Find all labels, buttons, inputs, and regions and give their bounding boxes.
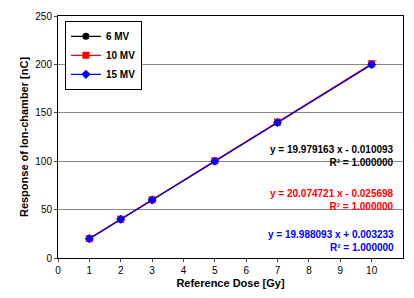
svg-text:y = 20.074721 x - 0.025698R² =: y = 20.074721 x - 0.025698R² = 1.000000 — [270, 188, 394, 212]
svg-text:7: 7 — [275, 265, 281, 276]
svg-text:10: 10 — [366, 265, 378, 276]
svg-text:2: 2 — [118, 265, 124, 276]
svg-text:9: 9 — [337, 265, 343, 276]
svg-text:15 MV: 15 MV — [106, 69, 135, 80]
svg-text:0: 0 — [46, 253, 52, 264]
svg-text:8: 8 — [306, 265, 312, 276]
svg-text:Response of Ion-chamber [nC]: Response of Ion-chamber [nC] — [18, 57, 30, 217]
svg-text:250: 250 — [35, 11, 52, 22]
svg-text:1: 1 — [87, 265, 93, 276]
svg-text:5: 5 — [212, 265, 218, 276]
svg-text:y = 19.988093 x + 0.003233R² =: y = 19.988093 x + 0.003233R² = 1.000000 — [268, 229, 394, 253]
svg-text:4: 4 — [181, 265, 187, 276]
svg-text:100: 100 — [35, 156, 52, 167]
svg-text:Reference Dose [Gy]: Reference Dose [Gy] — [176, 277, 285, 289]
svg-text:150: 150 — [35, 107, 52, 118]
svg-text:6 MV: 6 MV — [106, 31, 130, 42]
svg-text:6: 6 — [243, 265, 249, 276]
svg-text:200: 200 — [35, 59, 52, 70]
svg-text:0: 0 — [55, 265, 61, 276]
svg-text:10 MV: 10 MV — [106, 50, 135, 61]
svg-text:3: 3 — [149, 265, 155, 276]
svg-text:50: 50 — [41, 204, 53, 215]
svg-text:y = 19.979163 x - 0.010093R² =: y = 19.979163 x - 0.010093R² = 1.000000 — [270, 144, 394, 168]
